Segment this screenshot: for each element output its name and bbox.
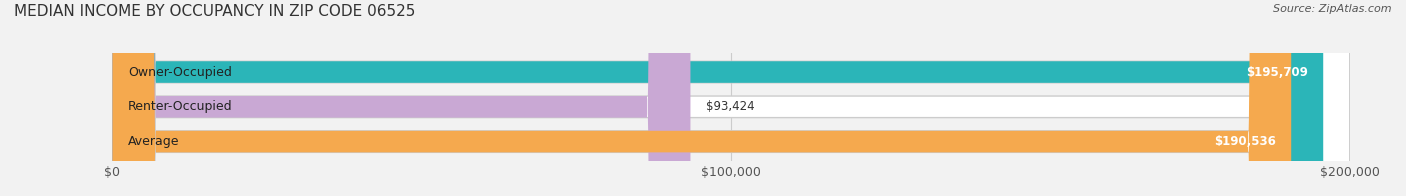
FancyBboxPatch shape <box>112 0 1350 196</box>
FancyBboxPatch shape <box>112 0 1291 196</box>
Text: Renter-Occupied: Renter-Occupied <box>128 100 232 113</box>
Text: Owner-Occupied: Owner-Occupied <box>128 65 232 79</box>
FancyBboxPatch shape <box>112 0 1350 196</box>
FancyBboxPatch shape <box>112 0 690 196</box>
Text: MEDIAN INCOME BY OCCUPANCY IN ZIP CODE 06525: MEDIAN INCOME BY OCCUPANCY IN ZIP CODE 0… <box>14 4 415 19</box>
Text: Source: ZipAtlas.com: Source: ZipAtlas.com <box>1274 4 1392 14</box>
Text: $93,424: $93,424 <box>706 100 755 113</box>
Text: Average: Average <box>128 135 180 148</box>
Text: $195,709: $195,709 <box>1246 65 1308 79</box>
FancyBboxPatch shape <box>112 0 1323 196</box>
Text: $190,536: $190,536 <box>1213 135 1275 148</box>
FancyBboxPatch shape <box>112 0 1350 196</box>
